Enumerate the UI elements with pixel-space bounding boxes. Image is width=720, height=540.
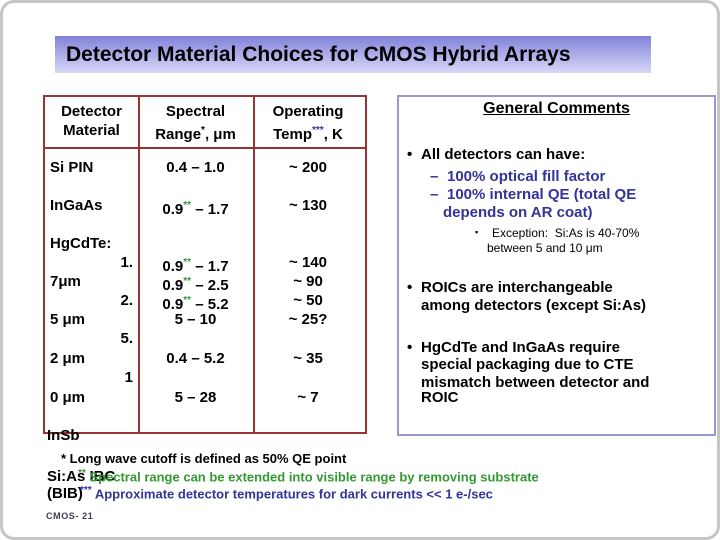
comment-bullet-2-cont: among detectors (except Si:As) [421, 297, 647, 314]
hg-range-1: 0.9** – 2.5 [140, 272, 251, 295]
comment-bullet-2: • ROICs are interchangeable [407, 279, 613, 297]
hg-range-3: 5 – 10 [174, 311, 217, 328]
hg-temp-2: ~ 50 [293, 292, 323, 309]
comment-sub-2-cont: depends on AR coat) [443, 204, 593, 221]
square-bullet-icon: ▪ [475, 227, 479, 237]
hg-temp-4: ~ 35 [293, 350, 323, 367]
comment-text: HgCdTe and InGaAs require [421, 339, 620, 356]
dash-icon: – [430, 186, 439, 203]
dash-icon: – [430, 168, 439, 185]
header-line: Temp***, K [255, 121, 361, 144]
hg-temp-1: ~ 90 [293, 273, 323, 290]
header-line: Material [63, 122, 120, 139]
comment-bullet-3-cont: ROIC [421, 389, 459, 406]
footnote-long-wave: * Long wave cutoff is defined as 50% QE … [61, 451, 347, 466]
footnote-marker: ** [183, 257, 192, 268]
footnote-marker: * [201, 125, 205, 136]
range-value: – 1.7 [191, 201, 229, 218]
footnote-marker: ** [183, 276, 192, 287]
hg-range-2: 0.9** – 5.2 [140, 291, 251, 314]
material-si-as-ibc: Si:As IBC [47, 468, 116, 485]
footnote-marker: ** [183, 295, 192, 306]
material-wrap-fragment: 2 μm [50, 350, 86, 367]
header-text: , K [323, 126, 343, 143]
footnote-text: Spectral range can be extended into visi… [85, 469, 539, 485]
bullet-icon: • [407, 339, 413, 356]
footnote-marker: *** [80, 485, 92, 496]
header-text: Range [155, 126, 202, 143]
header-line: Operating [272, 103, 344, 120]
range-value: 0.9 [162, 296, 184, 313]
range-ingaas: 0.9** – 1.7 [140, 196, 251, 219]
footnote-spectral-range: ** Spectral range can be extended into v… [78, 468, 539, 484]
slide-number: CMOS- 21 [46, 511, 94, 521]
col-header-operating-temp: Operating Temp***, K [255, 102, 361, 144]
table-header-divider [45, 147, 365, 149]
detector-table: Detector Material Spectral Range*, μm Op… [43, 95, 367, 434]
material-wrap-fragment: 1. [120, 254, 133, 271]
comments-title: General Comments [483, 100, 630, 117]
footnote-marker: ** [183, 200, 192, 211]
range-value: 0.9 [162, 258, 184, 275]
range-value: – 2.5 [191, 277, 229, 294]
range-value: 0.9 [162, 201, 184, 218]
comment-text: Exception: Si:As is 40-70% [492, 226, 640, 240]
header-text: Temp [273, 126, 313, 143]
material-wrap-fragment: 1 [124, 369, 133, 386]
footnote-text: Approximate detector temperatures for da… [91, 486, 493, 502]
footnote-marker: *** [312, 125, 324, 136]
bullet-icon: • [407, 279, 413, 296]
bullet-icon: • [407, 146, 413, 163]
col-header-spectral-range: Spectral Range*, μm [140, 102, 251, 144]
hg-temp-0: ~ 140 [289, 254, 327, 271]
comment-text: 100% optical fill factor [447, 168, 606, 185]
material-wrap-fragment: 5 μm [50, 311, 86, 328]
material-insb: InSb [47, 427, 80, 444]
header-line: Spectral [165, 103, 226, 120]
comment-bullet-3-cont: mismatch between detector and [421, 374, 650, 391]
material-ingaas: InGaAs [50, 197, 103, 214]
comment-bullet-3-cont: special packaging due to CTE [421, 356, 634, 373]
comment-bullet-1: • All detectors can have: [407, 146, 585, 164]
range-value: 0.9 [162, 277, 184, 294]
hg-range-4: 0.4 – 5.2 [166, 350, 225, 367]
table-column-divider-1 [138, 97, 140, 432]
comment-exception-cont: between 5 and 10 μm [487, 241, 603, 255]
material-si-pin: Si PIN [50, 159, 94, 176]
header-line: Range*, μm [140, 121, 251, 144]
slide-title-bar: Detector Material Choices for CMOS Hybri… [55, 36, 651, 73]
range-value: – 1.7 [191, 258, 229, 275]
comment-text: ROICs are interchangeable [421, 279, 613, 296]
col-header-detector-material: Detector Material [45, 102, 138, 140]
slide-title: Detector Material Choices for CMOS Hybri… [66, 43, 571, 66]
hg-temp-3: ~ 25? [288, 311, 328, 328]
hg-range-0: 0.9** – 1.7 [140, 253, 251, 276]
material-wrap-fragment: 0 μm [50, 389, 86, 406]
header-line: Detector [61, 103, 122, 120]
comment-exception: ▪ Exception: Si:As is 40-70% [475, 224, 639, 241]
hg-range-5: 5 – 28 [174, 389, 217, 406]
range-si-pin: 0.4 – 1.0 [166, 159, 225, 176]
comment-bullet-3: • HgCdTe and InGaAs require [407, 339, 620, 357]
material-wrap-fragment: 5. [120, 330, 133, 347]
header-text: , μm [204, 126, 236, 143]
footnote-marker: ** [78, 468, 86, 479]
comment-text: All detectors can have: [421, 146, 586, 163]
footnote-temperatures: *** Approximate detector temperatures fo… [80, 485, 493, 501]
comment-sub-2: –100% internal QE (total QE [430, 186, 636, 204]
material-wrap-fragment: 2. [120, 292, 133, 309]
general-comments-box: General Comments • All detectors can have… [397, 95, 716, 436]
comment-sub-1: –100% optical fill factor [430, 168, 605, 186]
temp-ingaas: ~ 130 [289, 197, 327, 214]
material-bib: (BIB) [47, 485, 83, 502]
temp-si-pin: ~ 200 [289, 159, 327, 176]
material-wrap-fragment: 7μm [50, 273, 81, 290]
hg-temp-5: ~ 7 [297, 389, 319, 406]
table-column-divider-2 [253, 97, 255, 432]
comment-text: 100% internal QE (total QE [447, 186, 637, 203]
material-hgcdte: HgCdTe: [50, 235, 112, 252]
range-value: – 5.2 [191, 296, 229, 313]
